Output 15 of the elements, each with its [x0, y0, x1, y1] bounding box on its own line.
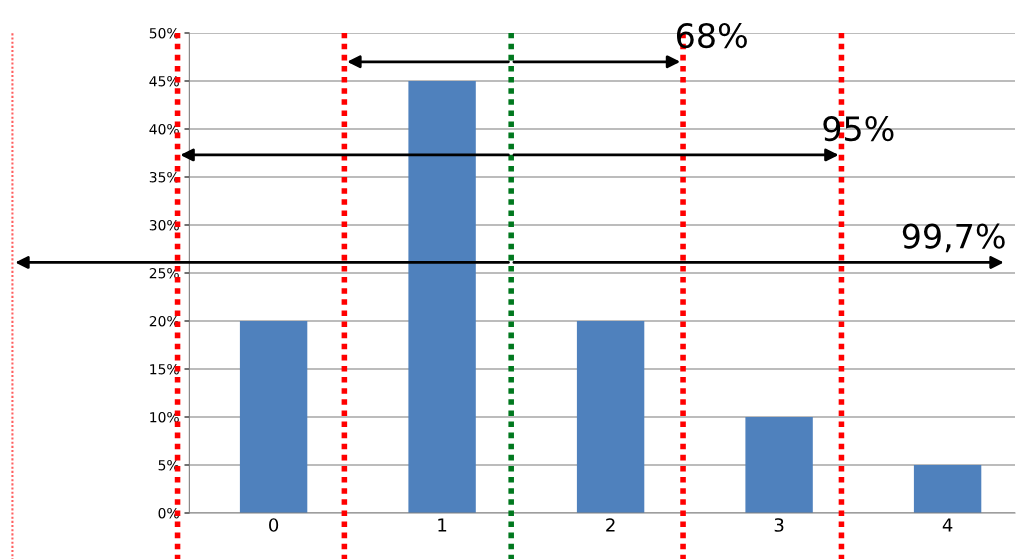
bar [408, 81, 476, 513]
y-tick-label: 45% [149, 75, 179, 87]
annotation: 68% [676, 22, 747, 49]
bar [913, 465, 982, 513]
annotation: 95% [823, 116, 894, 142]
y-tick-label: 10% [150, 411, 179, 423]
x-tick-label: 0 [269, 518, 279, 532]
bar [239, 321, 308, 513]
x-tick-label: 1 [438, 518, 447, 532]
annotation: 99,7% [902, 223, 1005, 253]
x-tick-label: 2 [606, 518, 615, 532]
x-tick-label: 3 [774, 518, 784, 532]
x-tick-label: 4 [942, 518, 953, 532]
bar [576, 321, 645, 513]
bar [745, 417, 813, 513]
